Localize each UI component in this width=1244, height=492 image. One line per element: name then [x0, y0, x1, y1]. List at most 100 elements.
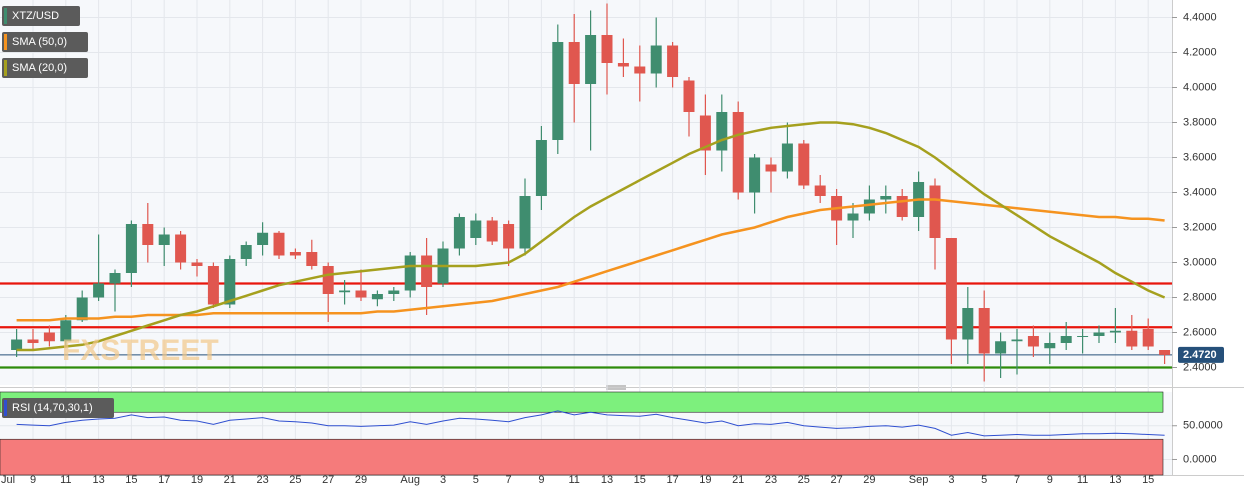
candle-body — [273, 232, 285, 256]
x-tick-label: 29 — [863, 474, 875, 486]
candle-body — [568, 42, 580, 84]
x-tick-label: 13 — [601, 474, 613, 486]
y-tick-label: 4.0000 — [1183, 81, 1217, 93]
legend-swatch — [4, 60, 7, 76]
candle-body — [60, 320, 72, 342]
y-tick-label: 2.6000 — [1183, 326, 1217, 338]
x-tick-label: 23 — [256, 474, 268, 486]
candle-body — [929, 185, 941, 238]
x-tick-label: 27 — [322, 474, 334, 486]
candle-body — [240, 245, 252, 259]
candle-body — [93, 283, 105, 298]
y-tick-label: 0.0000 — [1183, 453, 1217, 465]
candle-body — [1093, 332, 1105, 336]
x-tick-label: 23 — [765, 474, 777, 486]
x-tick-label: 21 — [732, 474, 744, 486]
candle-body — [519, 196, 531, 249]
candle-body — [650, 45, 662, 74]
legend-swatch — [4, 8, 7, 24]
candle-body — [404, 255, 416, 291]
candle-body — [1060, 336, 1072, 343]
x-tick-label: 3 — [440, 474, 446, 486]
candle-body — [421, 255, 433, 287]
candle-body — [552, 42, 564, 140]
legend-swatch — [4, 400, 7, 416]
candle-body — [289, 252, 301, 256]
x-tick-label: 11 — [568, 474, 579, 486]
candle-body — [995, 341, 1007, 354]
y-tick-label: 4.4000 — [1183, 11, 1217, 23]
y-tick-label: 3.6000 — [1183, 151, 1217, 163]
x-tick-label: 13 — [92, 474, 104, 486]
legend-label: RSI (14,70,30,1) — [12, 402, 93, 414]
candle-body — [617, 63, 629, 67]
x-tick-label: 9 — [30, 474, 36, 486]
x-tick-label: 13 — [1109, 474, 1121, 486]
candle-body — [863, 199, 875, 214]
candle-body — [503, 224, 515, 249]
x-tick-label: 25 — [798, 474, 810, 486]
legend-box — [2, 32, 88, 52]
legend-swatch — [4, 34, 7, 50]
candle-body — [716, 112, 728, 151]
candle-body — [1109, 330, 1121, 333]
candle-body — [371, 294, 383, 300]
candle-body — [880, 196, 892, 200]
candle-body — [585, 35, 597, 84]
candle-body — [388, 290, 400, 294]
x-tick-label: 3 — [948, 474, 954, 486]
sma-line — [16, 198, 1165, 322]
legend-label: XTZ/USD — [12, 10, 59, 22]
candle-body — [978, 308, 990, 354]
x-tick-label: 7 — [1014, 474, 1020, 486]
candle-body — [781, 143, 793, 172]
y-tick-label: 3.0000 — [1183, 256, 1217, 268]
x-tick-label: 9 — [1047, 474, 1053, 486]
candle-body — [814, 185, 826, 196]
plot — [0, 3, 1172, 476]
legend-label: SMA (20,0) — [12, 62, 67, 74]
x-tick-label: 5 — [473, 474, 479, 486]
candle-body — [1159, 350, 1171, 355]
candle-body — [322, 266, 334, 294]
legend-box — [2, 6, 80, 26]
candle-body — [945, 238, 957, 340]
rsi-zone — [0, 438, 1164, 476]
candle-body — [535, 140, 547, 196]
candle-body — [11, 339, 23, 350]
y-tick-label: 50.0000 — [1183, 420, 1223, 432]
x-tick-label: 15 — [1142, 474, 1154, 486]
candle-body — [847, 213, 859, 221]
candle-body — [1077, 336, 1089, 337]
candle-body — [224, 259, 236, 305]
price-label-box — [1178, 346, 1224, 363]
y-tick-label: 3.2000 — [1183, 221, 1217, 233]
candle-body — [257, 232, 269, 245]
candle-body — [306, 252, 318, 266]
x-tick-label: 7 — [506, 474, 512, 486]
x-tick-label: 19 — [699, 474, 711, 486]
candle-body — [699, 115, 711, 151]
x-tick-label: 9 — [538, 474, 544, 486]
rsi-zone — [0, 391, 1164, 413]
legend-box — [2, 398, 114, 418]
candle-body — [683, 80, 695, 112]
y-tick-label: 3.4000 — [1183, 186, 1217, 198]
candle-body — [486, 220, 498, 242]
candle-body — [732, 112, 744, 193]
legend-box — [2, 58, 88, 78]
candle-body — [175, 234, 187, 263]
price-label: 2.4720 — [1183, 349, 1217, 361]
legend-label: SMA (50,0) — [12, 36, 67, 48]
axes: 9 11 13 15 17 19 21 23 25 27 29 Aug 3 5 7 9 11 13 15 17 19 21… — [1, 11, 1224, 486]
sma-line — [16, 121, 1166, 352]
candle-body — [27, 339, 39, 343]
candle-body — [142, 224, 154, 245]
candle-body — [765, 164, 777, 172]
candle-body — [667, 45, 679, 77]
candle-body — [470, 220, 482, 238]
y-tick-label: 2.8000 — [1183, 291, 1217, 303]
candle-body — [1027, 336, 1039, 347]
y-tick-label: 3.8000 — [1183, 116, 1217, 128]
